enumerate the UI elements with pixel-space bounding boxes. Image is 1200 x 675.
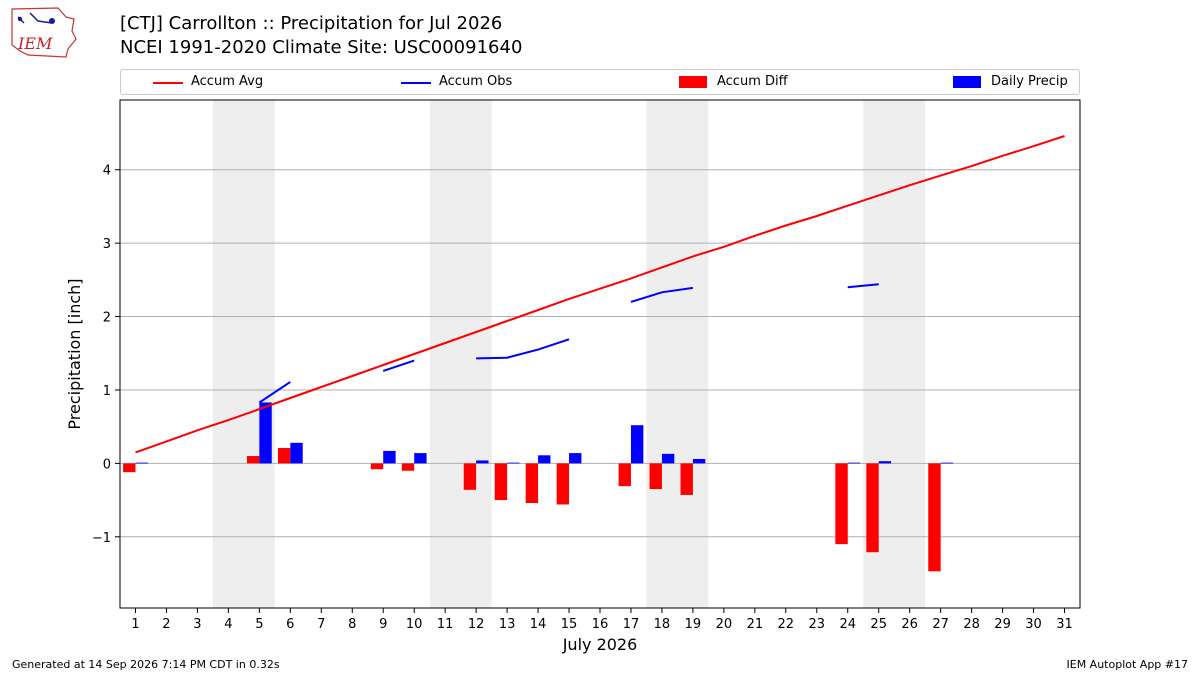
- weekend-shade: [212, 100, 275, 608]
- x-tick-label: 4: [224, 617, 232, 632]
- x-tick-label: 25: [870, 617, 887, 632]
- weekend-shade: [646, 100, 709, 608]
- x-axis-label: July 2026: [562, 635, 638, 654]
- daily-precip-bar: [661, 453, 675, 464]
- chart-subtitle: NCEI 1991-2020 Climate Site: USC00091640: [120, 37, 523, 58]
- accum-diff-bar: [556, 463, 570, 505]
- accum-diff-bar: [123, 463, 136, 473]
- accum-diff-bar: [277, 447, 291, 464]
- daily-precip-bar: [290, 442, 303, 464]
- logo-text: IEM: [17, 34, 53, 53]
- x-tick-label: 9: [379, 617, 387, 632]
- daily-precip-bar: [507, 462, 520, 464]
- accum-obs-line: [258, 381, 291, 404]
- accum-diff-bar: [401, 463, 415, 471]
- x-tick-label: 11: [437, 617, 454, 632]
- y-tick-label: 4: [103, 164, 111, 179]
- x-tick-label: 15: [561, 617, 578, 632]
- legend-label-accum-diff: Accum Diff: [717, 74, 788, 89]
- legend-label-accum-obs: Accum Obs: [439, 74, 513, 89]
- accum-obs-line: [382, 359, 415, 372]
- x-tick-label: 8: [348, 617, 356, 632]
- accum-diff-bar: [866, 463, 879, 553]
- daily-precip-bar: [259, 402, 272, 464]
- y-tick-label: 3: [103, 237, 111, 252]
- x-tick-label: 22: [778, 617, 795, 632]
- footer-generated-text: Generated at 14 Sep 2026 7:14 PM CDT in …: [12, 658, 280, 671]
- accum-diff-bar: [525, 463, 539, 504]
- x-tick-label: 23: [809, 617, 826, 632]
- x-tick-label: 17: [623, 617, 640, 632]
- accum-diff-bar: [494, 463, 508, 501]
- x-tick-label: 21: [747, 617, 764, 632]
- x-tick-label: 14: [530, 617, 547, 632]
- accum-diff-bar: [370, 463, 384, 470]
- x-tick-label: 7: [317, 617, 325, 632]
- x-tick-label: 31: [1056, 617, 1073, 632]
- y-tick-label: 2: [103, 311, 111, 326]
- daily-precip-bar: [692, 458, 706, 464]
- y-axis-label: Precipitation [inch]: [65, 278, 84, 429]
- legend-swatch-accum-obs: [401, 82, 431, 84]
- legend-swatch-accum-avg: [153, 82, 183, 84]
- x-tick-label: 5: [255, 617, 263, 632]
- y-tick-label: 1: [103, 384, 111, 399]
- y-tick-label: 0: [103, 457, 111, 472]
- legend-swatch-accum-diff: [679, 76, 707, 88]
- x-tick-label: 18: [654, 617, 671, 632]
- accum-diff-bar: [618, 463, 631, 487]
- x-tick-label: 26: [901, 617, 918, 632]
- accum-obs-line: [630, 286, 694, 303]
- daily-precip-bar: [414, 453, 427, 464]
- x-tick-label: 12: [468, 617, 485, 632]
- footer-app-text: IEM Autoplot App #17: [1066, 658, 1189, 671]
- legend: Accum Avg Accum Obs Accum Diff Daily Pre…: [120, 69, 1080, 95]
- x-tick-label: 2: [162, 617, 170, 632]
- x-tick-label: 13: [499, 617, 516, 632]
- x-tick-label: 24: [839, 617, 856, 632]
- accum-diff-bar: [928, 463, 941, 572]
- x-tick-label: 29: [994, 617, 1011, 632]
- iem-logo: IEM: [11, 7, 77, 58]
- x-tick-label: 19: [685, 617, 702, 632]
- x-tick-label: 28: [963, 617, 980, 632]
- daily-precip-bar: [847, 462, 861, 464]
- x-tick-label: 27: [932, 617, 949, 632]
- accum-diff-bar: [649, 463, 662, 490]
- x-tick-label: 3: [193, 617, 201, 632]
- accum-diff-bar: [463, 463, 477, 490]
- weekend-shade: [429, 100, 492, 608]
- x-tick-label: 20: [716, 617, 733, 632]
- daily-precip-bar: [135, 462, 148, 464]
- x-tick-label: 10: [406, 617, 423, 632]
- accum-diff-bar: [680, 463, 693, 495]
- x-tick-label: 6: [286, 617, 294, 632]
- chart-title: [CTJ] Carrollton :: Precipitation for Ju…: [120, 13, 503, 34]
- legend-swatch-daily-precip: [953, 76, 981, 88]
- legend-label-daily-precip: Daily Precip: [991, 74, 1068, 89]
- x-tick-label: 16: [592, 617, 609, 632]
- daily-precip-bar: [383, 450, 396, 464]
- accum-diff-bar: [835, 463, 848, 545]
- daily-precip-bar: [538, 455, 551, 464]
- accum-obs-line: [476, 338, 570, 360]
- daily-precip-bar: [878, 461, 892, 464]
- accum-obs-line: [847, 283, 879, 289]
- x-tick-label: 1: [131, 617, 139, 632]
- x-tick-label: 30: [1025, 617, 1042, 632]
- daily-precip-bar: [476, 460, 489, 464]
- daily-precip-bar: [630, 425, 644, 464]
- accum-avg-line: [135, 135, 1065, 454]
- daily-precip-bar: [940, 462, 954, 464]
- accum-diff-bar: [246, 456, 260, 464]
- legend-label-accum-avg: Accum Avg: [191, 74, 264, 89]
- daily-precip-bar: [569, 453, 582, 464]
- y-tick-label: −1: [92, 531, 111, 546]
